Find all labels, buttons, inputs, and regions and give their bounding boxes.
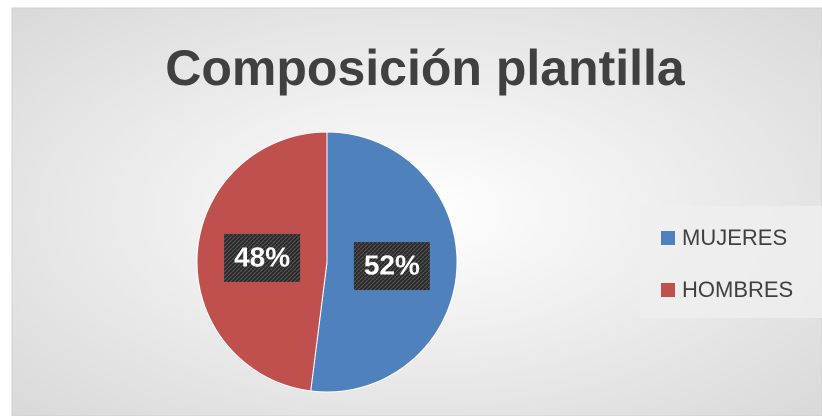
data-label: 52% <box>364 249 420 280</box>
data-label-box <box>353 242 430 291</box>
legend-label: HOMBRES <box>682 277 793 302</box>
data-label: 48% <box>234 241 290 272</box>
legend-swatch <box>661 231 675 245</box>
chart-title: Composición plantilla <box>165 40 686 96</box>
legend-swatch <box>661 283 675 297</box>
legend-label: MUJERES <box>682 225 787 250</box>
legend-box <box>640 206 822 318</box>
data-label-box <box>224 233 301 282</box>
